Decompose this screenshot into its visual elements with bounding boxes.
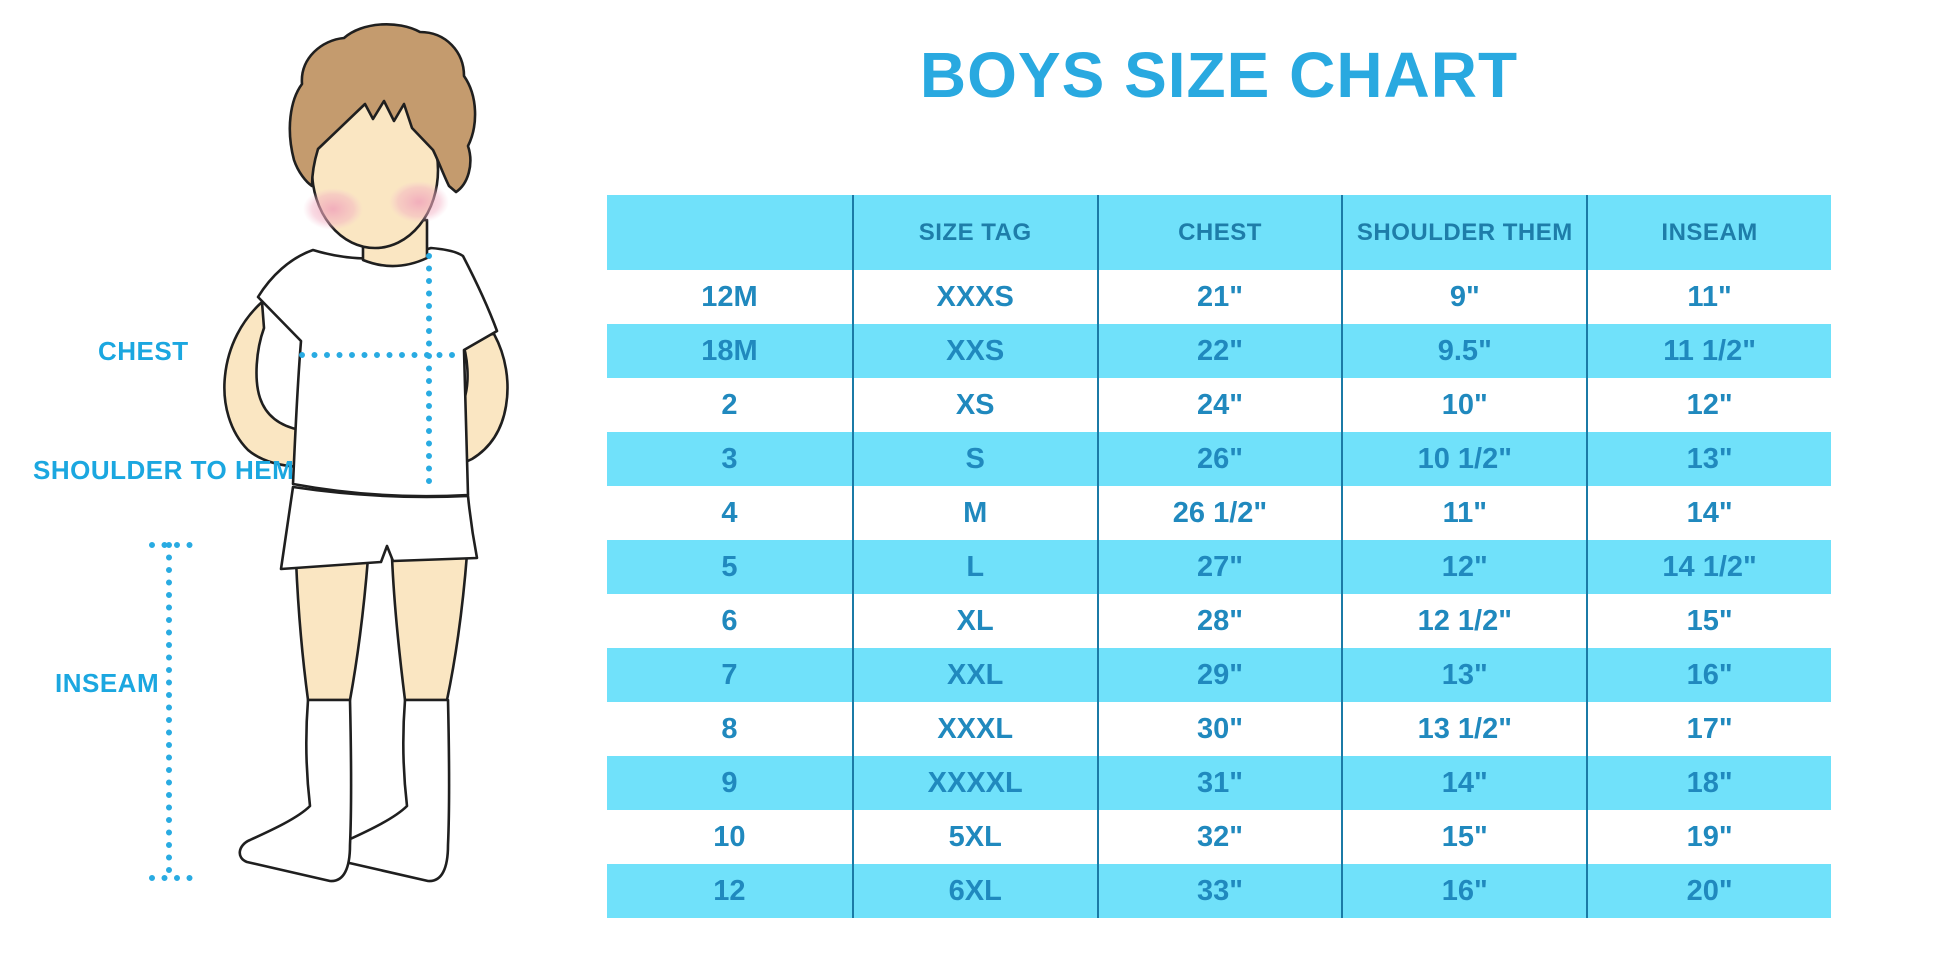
table-row: 4 M 26 1/2" 11" 14" [607, 486, 1831, 540]
measurement-figure-panel: CHEST SHOULDER TO HEM INSEAM [0, 0, 540, 973]
value-cell: 26 1/2" [1096, 486, 1342, 540]
boy-left-sock [238, 698, 353, 883]
table-row: 18M XXS 22" 9.5" 11 1/2" [607, 324, 1831, 378]
value-cell: M [851, 486, 1097, 540]
value-cell: 5XL [851, 810, 1097, 864]
value-cell: 11 1/2" [1586, 324, 1831, 378]
size-table-header-row: SIZE TAG CHEST SHOULDER THEM INSEAM [607, 195, 1831, 270]
value-cell: 10 1/2" [1341, 432, 1586, 486]
value-cell: 14" [1586, 486, 1831, 540]
value-cell: 12" [1586, 378, 1831, 432]
size-cell: 7 [721, 658, 738, 691]
table-row: 6 XL 28" 12 1/2" 15" [607, 594, 1831, 648]
size-table: SIZE TAG CHEST SHOULDER THEM INSEAM 12M XXXS… [607, 195, 1831, 918]
table-row: 10 5XL 32" 15" 19" [607, 810, 1831, 864]
value-cell: XXXL [851, 702, 1097, 756]
size-cell: 6 [721, 604, 738, 637]
boy-measurement-illustration [149, 23, 509, 883]
value-cell: 26" [1096, 432, 1342, 486]
value-cell: 28" [1096, 594, 1342, 648]
shoulder-to-hem-label: SHOULDER TO HEM [33, 455, 295, 485]
value-cell: 12" [1341, 540, 1586, 594]
chest-label: CHEST [98, 336, 189, 366]
size-cell: 4 [721, 496, 738, 529]
size-cell: 12M [701, 280, 758, 313]
table-row: 2 XS 24" 10" 12" [607, 378, 1831, 432]
value-cell: 32" [1096, 810, 1342, 864]
value-cell: 11" [1341, 486, 1586, 540]
value-cell: 31" [1096, 756, 1342, 810]
table-row: 8 XXXL 30" 13 1/2" 17" [607, 702, 1831, 756]
value-cell: S [851, 432, 1097, 486]
boy-shorts [279, 485, 479, 571]
value-cell: 21" [1096, 270, 1342, 324]
boy-left-arm [223, 300, 302, 469]
table-row: 3 S 26" 10 1/2" 13" [607, 432, 1831, 486]
value-cell: 10" [1341, 378, 1586, 432]
column-header: SHOULDER THEM [1341, 195, 1586, 270]
column-header: SIZE TAG [851, 195, 1097, 270]
value-cell: XXXS [851, 270, 1097, 324]
value-cell: XL [851, 594, 1097, 648]
value-cell: 9" [1341, 270, 1586, 324]
boy-tshirt [256, 246, 499, 498]
inseam-label: INSEAM [55, 668, 160, 698]
value-cell: 29" [1096, 648, 1342, 702]
value-cell: 13" [1586, 432, 1831, 486]
value-cell: 12 1/2" [1341, 594, 1586, 648]
value-cell: 15" [1586, 594, 1831, 648]
column-header: INSEAM [1586, 195, 1831, 270]
value-cell: 18" [1586, 756, 1831, 810]
value-cell: 13 1/2" [1341, 702, 1586, 756]
size-cell: 9 [721, 766, 738, 799]
value-cell: 13" [1341, 648, 1586, 702]
value-cell: 14 1/2" [1586, 540, 1831, 594]
value-cell: XS [851, 378, 1097, 432]
value-cell: 19" [1586, 810, 1831, 864]
value-cell: XXL [851, 648, 1097, 702]
size-cell: 8 [721, 712, 738, 745]
value-cell: 16" [1586, 648, 1831, 702]
value-cell: 30" [1096, 702, 1342, 756]
table-row: 12M XXXS 21" 9" 11" [607, 270, 1831, 324]
value-cell: 11" [1586, 270, 1831, 324]
value-cell: 24" [1096, 378, 1342, 432]
value-cell: 9.5" [1341, 324, 1586, 378]
value-cell: 16" [1341, 864, 1586, 918]
size-cell: 12 [713, 874, 746, 907]
table-row: 5 L 27" 12" 14 1/2" [607, 540, 1831, 594]
value-cell: 15" [1341, 810, 1586, 864]
size-cell: 10 [713, 820, 746, 853]
table-row: 9 XXXXL 31" 14" 18" [607, 756, 1831, 810]
boy-hair [288, 23, 477, 194]
value-cell: 6XL [851, 864, 1097, 918]
value-cell: 20" [1586, 864, 1831, 918]
page-title: BOYS SIZE CHART [919, 39, 1519, 111]
size-cell: 18M [701, 334, 758, 367]
boy-right-blush [389, 181, 449, 223]
value-cell: 14" [1341, 756, 1586, 810]
value-cell: XXS [851, 324, 1097, 378]
boy-right-leg [390, 552, 469, 702]
value-cell: XXXXL [851, 756, 1097, 810]
table-row: 12 6XL 33" 16" 20" [607, 864, 1831, 918]
size-cell: 5 [721, 550, 738, 583]
size-cell: 3 [721, 442, 738, 475]
value-cell: 27" [1096, 540, 1342, 594]
boy-right-sock [336, 698, 451, 883]
column-header: CHEST [1096, 195, 1342, 270]
value-cell: 22" [1096, 324, 1342, 378]
size-cell: 2 [721, 388, 738, 421]
table-row: 7 XXL 29" 13" 16" [607, 648, 1831, 702]
size-table-body: 12M XXXS 21" 9" 11" 18M XXS 22" 9.5" 11 1/2" 2 XS 24… [607, 270, 1831, 918]
boy-left-blush [303, 188, 363, 230]
value-cell: 17" [1586, 702, 1831, 756]
column-header [607, 195, 852, 270]
value-cell: 33" [1096, 864, 1342, 918]
value-cell: L [851, 540, 1097, 594]
boy-left-leg [294, 556, 370, 702]
